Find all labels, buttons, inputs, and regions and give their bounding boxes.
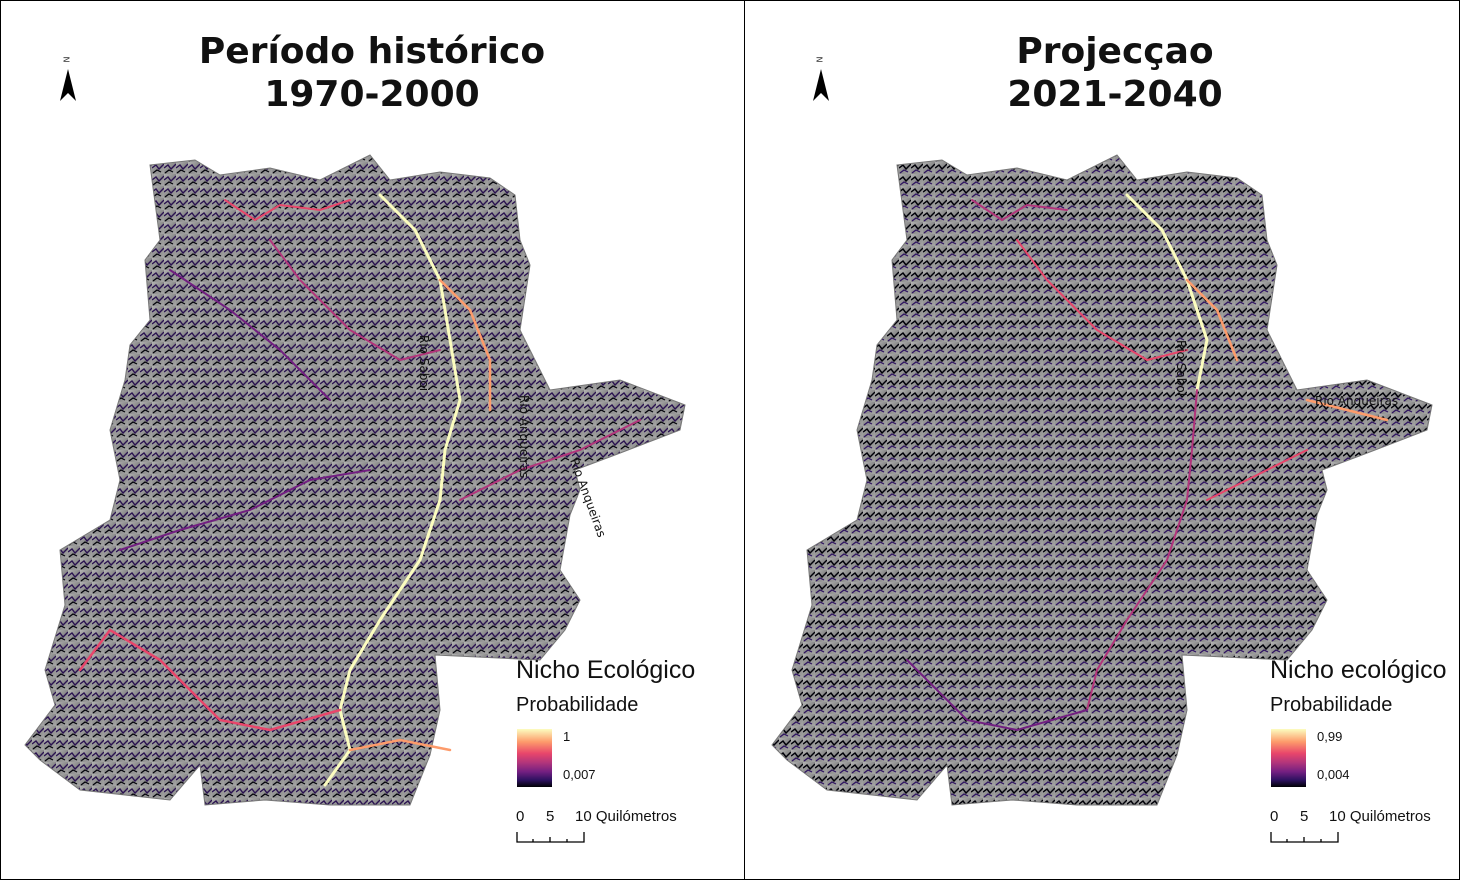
panel-divider [744,0,745,880]
legend-title: Nicho Ecológico [516,656,696,684]
river-network-high [906,193,1389,732]
legend-min-value: 0,004 [1317,767,1350,782]
scale-label-0: 0 [1270,808,1279,825]
title-line-1: Período histórico [198,31,546,72]
map-historical: Rio Saboi Rio Anqueiras Rio Anqueiras [24,154,686,806]
study-area-shape [771,154,1433,806]
river-label-anqueiras-1: Rio Anqueiras [517,395,531,478]
map-title-projection: Projecçao 2021-2040 [745,30,1460,116]
panel-historical: Período histórico 1970-2000 N [0,30,744,843]
legend-subtitle: Probabilidade [516,694,639,716]
map-projection: Rio Saboi Rio Anqueiras [771,154,1433,806]
legend-min-value: 0,007 [563,767,596,782]
scale-bar: 0 5 10 Quilómetros [516,808,716,848]
scale-label-5: 5 [1300,808,1309,825]
scale-label-10: 10 Quilómetros [575,808,677,825]
legend-max-value: 0,99 [1317,729,1343,744]
probability-color-ramp [1271,729,1306,787]
probability-color-ramp [517,729,552,787]
legend-projection: Nicho ecológico Probabilidade 0,99 0,004… [1270,655,1460,843]
north-arrow-icon: N [58,55,78,105]
title-line-1: Projecçao [1016,31,1214,72]
title-line-2: 1970-2000 [264,74,480,115]
scale-label-5: 5 [546,808,555,825]
legend-max-value: 1 [563,729,571,744]
river-label-anqueiras: Rio Anqueiras [1315,394,1398,408]
map-title-historical: Período histórico 1970-2000 [0,30,744,116]
legend-subtitle: Probabilidade [1270,694,1393,716]
legend-historical: Nicho Ecológico Probabilidade 1 0,007 0 … [516,655,716,843]
scale-label-0: 0 [516,808,525,825]
river-label-saboi: Rio Saboi [1174,340,1188,396]
panel-projection: Projecçao 2021-2040 N [745,0,1460,880]
study-area-shape [24,154,686,806]
river-network-high [78,193,641,787]
legend-title: Nicho ecológico [1270,656,1447,684]
north-arrow-icon: N [811,55,831,105]
river-label-saboi: Rio Saboi [417,335,431,391]
scale-bar: 0 5 10 Quilómetros [1270,808,1460,848]
title-line-2: 2021-2040 [1007,74,1223,115]
scale-label-10: 10 Quilómetros [1329,808,1431,825]
